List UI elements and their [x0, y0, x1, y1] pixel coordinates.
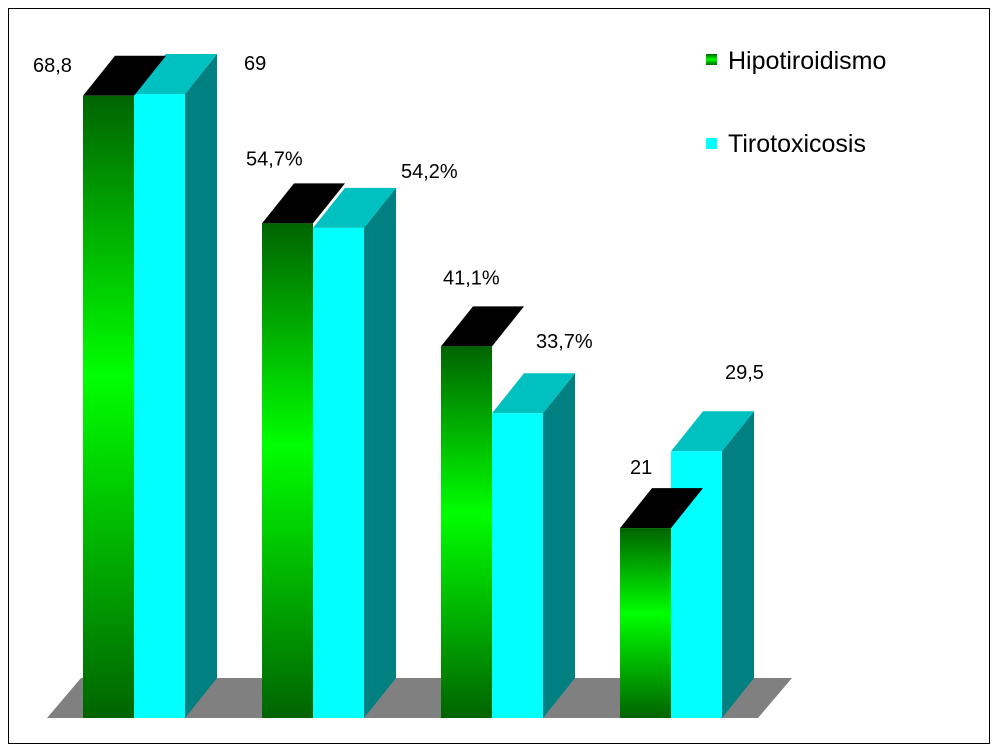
- data-labels: 68,8 69 54,7% 54,2% 41,1% 33,7% 21 29,5: [33, 53, 764, 479]
- data-label-hipotiroidismo: 21: [630, 457, 652, 479]
- bar-side-tirotoxicosis: [185, 54, 217, 718]
- data-label-tirotoxicosis: 29,5: [725, 362, 764, 384]
- bar-top-tirotoxicosis: [492, 373, 575, 414]
- legend: Hipotiroidismo Tirotoxicosis: [706, 47, 886, 158]
- bar-side-tirotoxicosis: [543, 373, 575, 718]
- bar-top-hipotiroidismo: [83, 55, 166, 96]
- bar-top-hipotiroidismo: [620, 488, 703, 529]
- chart-floor-plane: [47, 678, 792, 718]
- data-label-tirotoxicosis: 33,7%: [536, 331, 593, 353]
- bar-hipotiroidismo: [620, 528, 671, 718]
- legend-label-tirotoxicosis: Tirotoxicosis: [728, 130, 866, 158]
- legend-label-hipotiroidismo: Hipotiroidismo: [728, 47, 886, 75]
- chart-floor: [47, 678, 792, 718]
- bar-top-hipotiroidismo: [262, 183, 345, 224]
- bars: [83, 54, 754, 719]
- bar-side-tirotoxicosis: [364, 187, 396, 718]
- bar-side-tirotoxicosis: [722, 411, 754, 718]
- legend-swatch-tirotoxicosis: [706, 138, 717, 149]
- bar-hipotiroidismo: [441, 346, 492, 718]
- bar-hipotiroidismo: [83, 95, 134, 718]
- bar-top-tirotoxicosis: [671, 411, 754, 452]
- data-label-hipotiroidismo: 54,7%: [246, 148, 303, 170]
- bar-tirotoxicosis: [492, 413, 543, 718]
- bar-top-hipotiroidismo: [441, 306, 524, 347]
- bar-top-tirotoxicosis: [313, 187, 396, 228]
- bar-top-tirotoxicosis: [134, 54, 217, 94]
- data-label-tirotoxicosis: 69: [244, 53, 266, 75]
- bar-tirotoxicosis: [134, 94, 185, 718]
- bar-tirotoxicosis: [313, 227, 364, 718]
- bar-hipotiroidismo: [262, 223, 313, 719]
- data-label-tirotoxicosis: 54,2%: [401, 161, 458, 183]
- data-label-hipotiroidismo: 68,8: [33, 55, 72, 77]
- legend-swatch-hipotiroidismo: [706, 54, 717, 65]
- data-label-hipotiroidismo: 41,1%: [443, 267, 500, 289]
